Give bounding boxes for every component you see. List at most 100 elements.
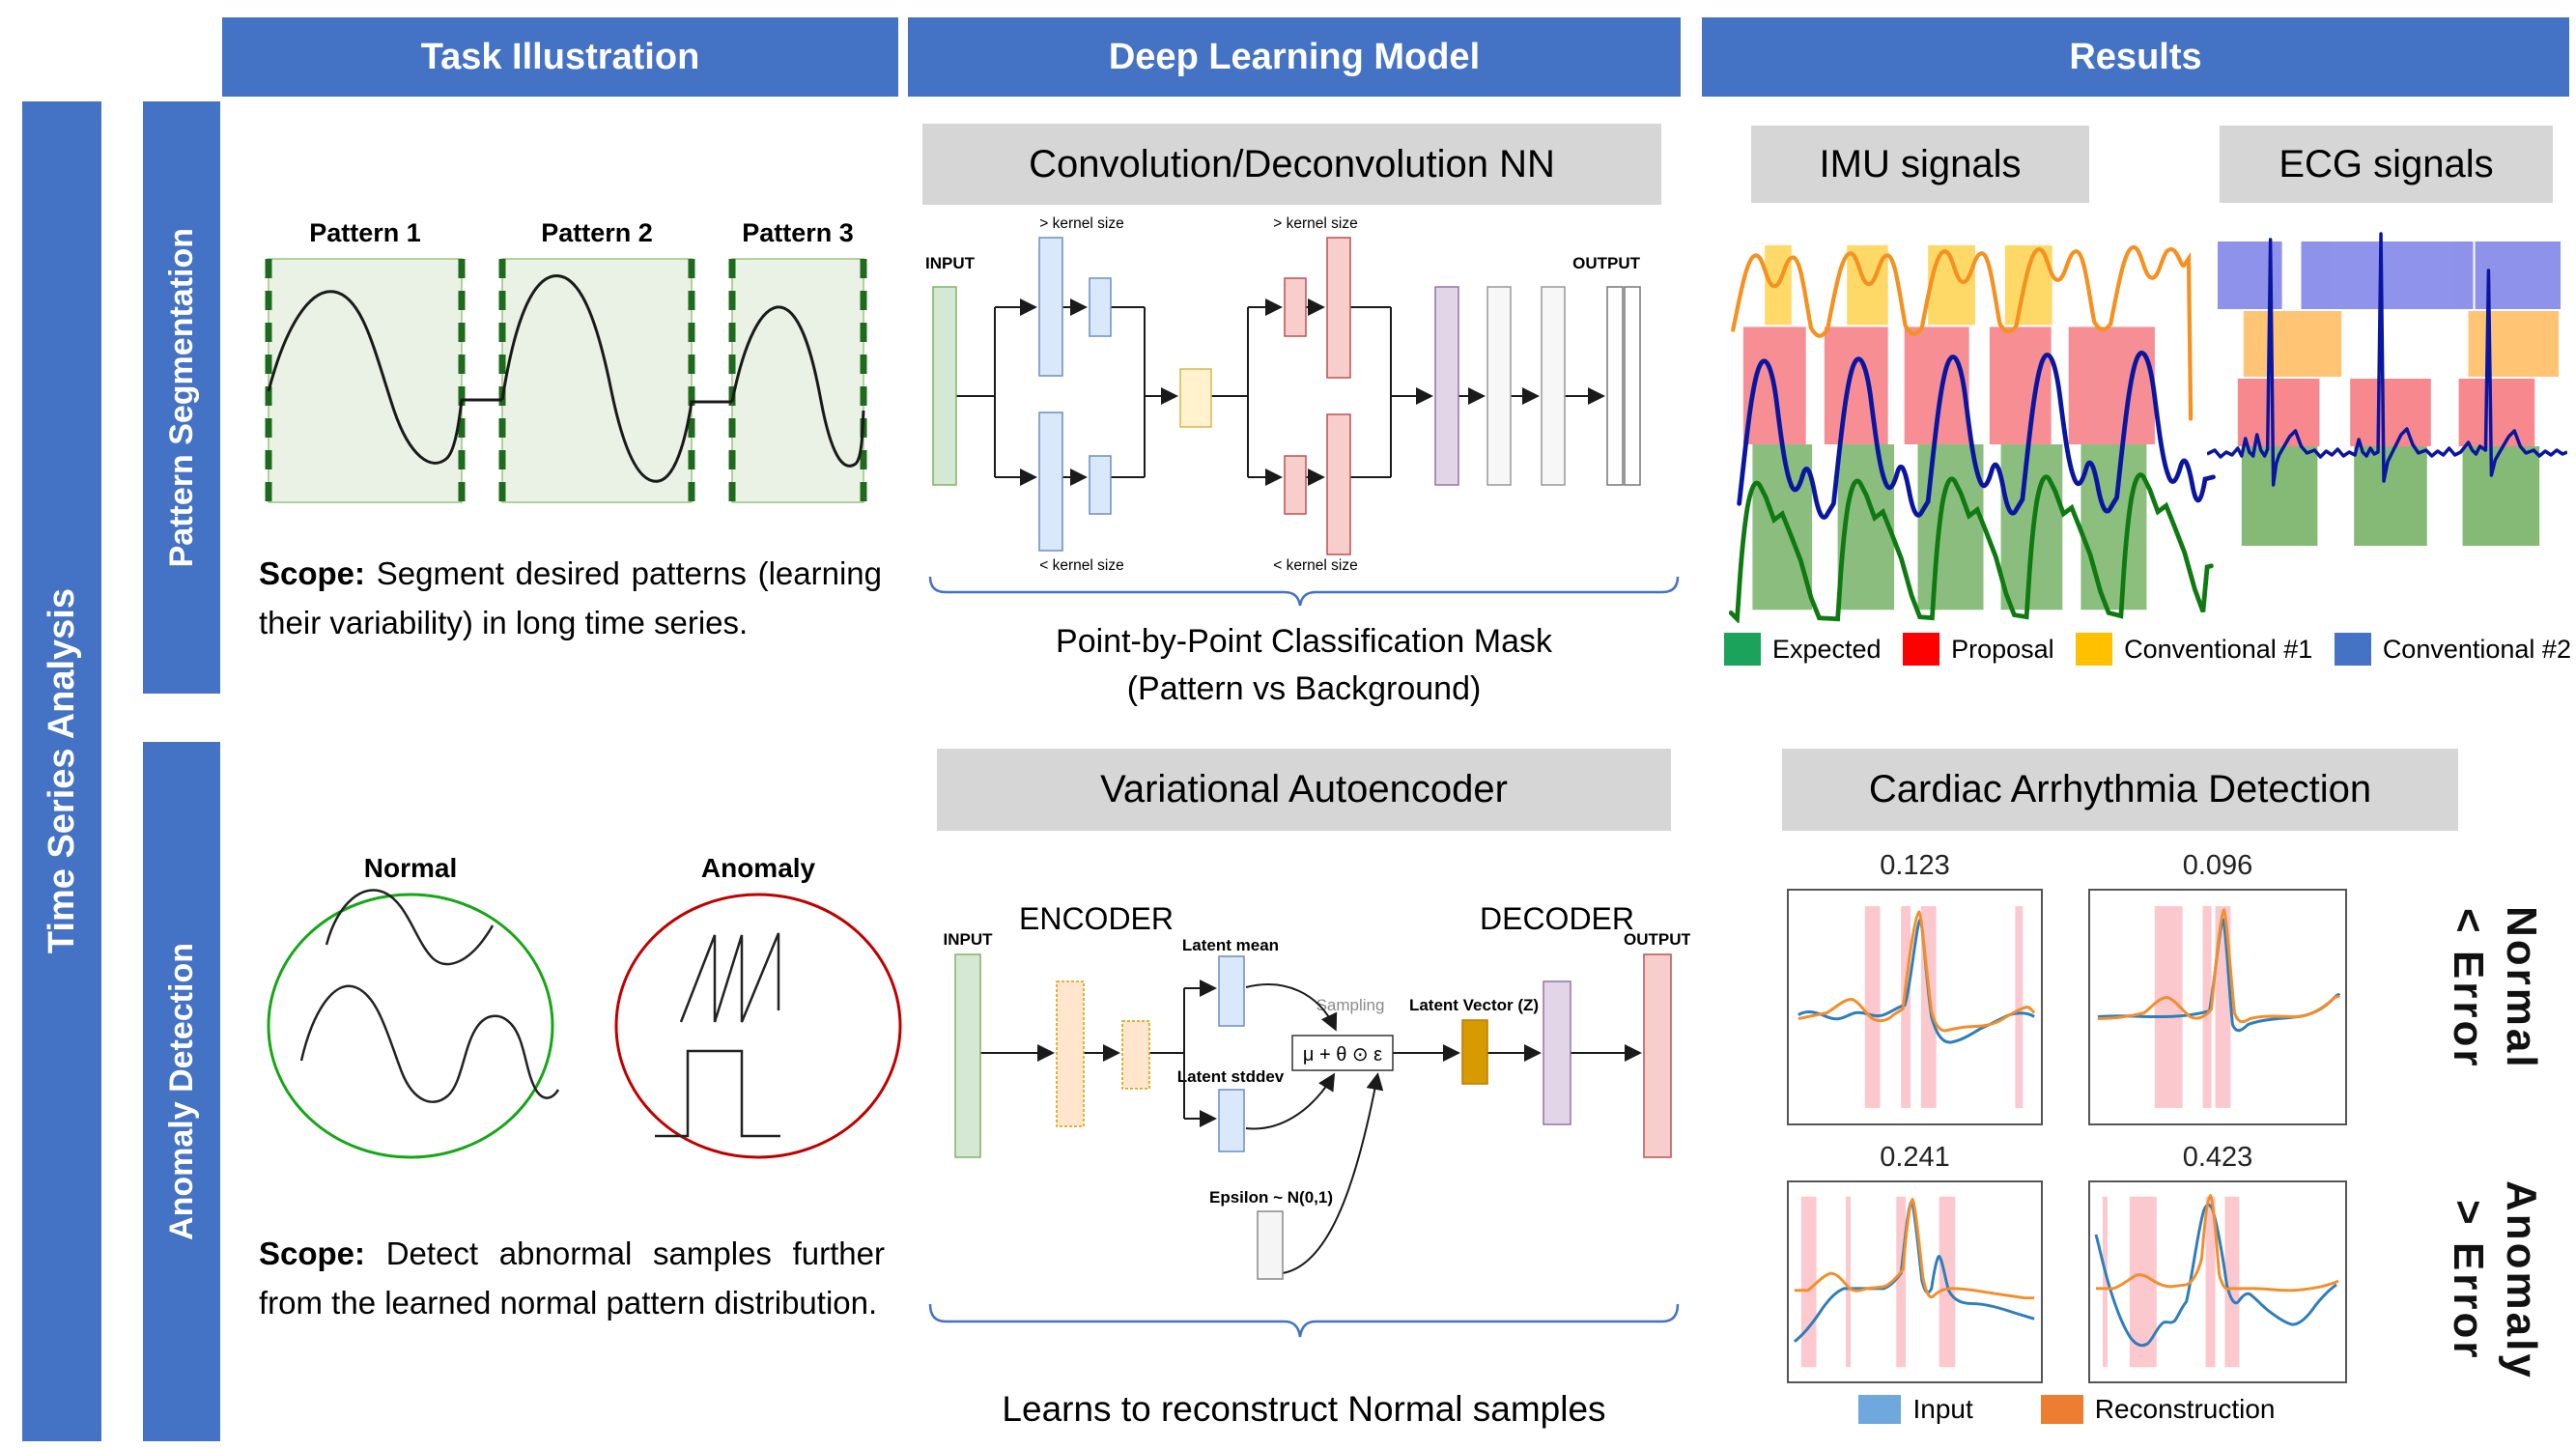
imu-proposal-bands [1742, 327, 2155, 444]
vae-latent-mean-layer [1218, 955, 1245, 1027]
cnn-input-label: INPUT [925, 254, 976, 272]
cardiac-error-value-1: 0.123 [1880, 850, 1950, 881]
anomaly-circle [614, 893, 902, 1159]
cnn-output-layer [1606, 286, 1624, 486]
vae-output-layer [1643, 953, 1672, 1158]
pattern-boxes [265, 258, 867, 503]
vae-connectors [980, 980, 1642, 1274]
cnn-deconv-layer [1284, 277, 1307, 337]
vae-input-label: INPUT [944, 930, 994, 949]
sidebar-anomaly-detection: Anomaly Detection [143, 742, 220, 1441]
cnn-kernel-gt-label-1: > kernel size [1039, 215, 1123, 232]
cardiac-legend: Input Reconstruction [1787, 1394, 2347, 1425]
scope2-text: Detect abnormal samples further from the… [259, 1236, 885, 1321]
cnn-kernel-gt-label-2: > kernel size [1273, 215, 1357, 232]
ecg-trace [2207, 232, 2567, 487]
ecg-conventional2-bands [2217, 242, 2562, 309]
cardiac-plot1-reconstruction-trace [1798, 910, 2036, 1033]
anomaly-illustration: Normal Anomaly [267, 853, 902, 1159]
legend-item-conventional2: Conventional #2 [2334, 633, 2571, 666]
cnn-conv-layer [1038, 412, 1063, 552]
vae-latent-mean-label: Latent mean [1182, 936, 1279, 954]
cardiac-title: Cardiac Arrhythmia Detection [1782, 749, 2458, 831]
cnn-deconv-layer [1326, 237, 1351, 379]
cardiac-error-value-2: 0.096 [2182, 850, 2253, 881]
normal-label: Normal [364, 853, 457, 883]
cnn-deconv-layer [1284, 455, 1307, 515]
cnn-conv-layer [1038, 237, 1063, 377]
imu-blue-signal [1737, 350, 2216, 520]
cnn-kernel-lt-label-2: < kernel size [1273, 557, 1357, 574]
sidebar-pattern-segmentation: Pattern Segmentation [143, 101, 220, 694]
legend-item-expected: Expected [1724, 633, 1882, 666]
normal-error-line1: Normal [2498, 906, 2545, 1070]
cnn-title: Convolution/Deconvolution NN [922, 124, 1661, 205]
ecg-signals-plot [2207, 232, 2567, 546]
scope-pattern-segmentation: Scope: Segment desired patterns (learnin… [259, 549, 882, 647]
cnn-conv-layer [1089, 277, 1112, 337]
cnn-brace [928, 576, 1680, 607]
cnn-connectors [956, 298, 1605, 486]
cnn-conv-layer [1089, 455, 1112, 515]
sidebar-time-series-analysis: Time Series Analysis [22, 101, 101, 1441]
vae-title: Variational Autoencoder [937, 749, 1671, 831]
legend-item-proposal: Proposal [1903, 633, 2054, 666]
legend-item-input: Input [1858, 1394, 1973, 1425]
vae-latent-vector-label: Latent Vector (Z) [1409, 996, 1539, 1014]
scope-anomaly-detection: Scope: Detect abnormal samples further f… [259, 1229, 885, 1327]
column-header-deep-learning-model: Deep Learning Model [908, 17, 1681, 97]
vae-sampling-label: Sampling [1316, 996, 1385, 1014]
proposal-label: Proposal [1951, 634, 2054, 664]
vae-encoder-layer [1056, 980, 1085, 1127]
expected-swatch [1724, 633, 1761, 666]
anomaly-error-label: Anomaly > Error [2442, 1180, 2548, 1380]
ecg-expected-bands [2241, 446, 2540, 546]
cnn-dense-layer [1486, 286, 1512, 486]
normal-waves [299, 889, 560, 1103]
input-swatch [1858, 1395, 1902, 1424]
column-header-task-illustration: Task Illustration [222, 17, 898, 97]
vae-latent-stddev-label: Latent stddev [1177, 1067, 1285, 1086]
vae-latent-vector-layer [1461, 1019, 1488, 1085]
cardiac-plot-normal-2 [2088, 889, 2347, 1125]
cardiac-plot1-input-trace [1798, 918, 2035, 1044]
imu-signals-title: IMU signals [1751, 126, 2089, 203]
expected-label: Expected [1772, 634, 1882, 664]
vae-brace [928, 1303, 1680, 1338]
cardiac-plot4-bands [2102, 1196, 2240, 1368]
cnn-caption: Point-by-Point Classification Mask (Patt… [918, 623, 1690, 708]
conventional1-label: Conventional #1 [2124, 634, 2313, 664]
anomaly-label: Anomaly [701, 853, 816, 883]
vae-encoder-layer [1121, 1020, 1150, 1090]
cardiac-plot2-reconstruction-trace [2097, 907, 2341, 1024]
vae-layers [954, 953, 1672, 1280]
vae-epsilon-label: Epsilon ~ N(0,1) [1209, 1188, 1333, 1207]
vae-sampling-formula: μ + θ ⊙ ε [1303, 1044, 1382, 1065]
segmentation-legend: Expected Proposal Conventional #1 Conven… [1724, 628, 2571, 670]
cardiac-plot1-bands [1864, 906, 2024, 1108]
vae-input-layer [954, 953, 981, 1158]
pattern-segmentation-illustration: Pattern 1 Pattern 2 Pattern 3 [265, 218, 867, 503]
cnn-dense-layer [1434, 286, 1459, 486]
cnn-output-label: OUTPUT [1572, 254, 1641, 272]
cardiac-plot-anomaly-2 [2088, 1180, 2347, 1383]
anomaly-error-line2: > Error [2445, 1200, 2492, 1361]
cnn-deconv-layer [1326, 413, 1351, 555]
ecg-conventional1-bands [2243, 311, 2560, 377]
cnn-caption-line2: (Pattern vs Background) [1126, 670, 1482, 707]
normal-error-label: Normal < Error [2442, 906, 2548, 1070]
ecg-proposal-bands [2237, 379, 2535, 446]
vae-caption: Learns to reconstruct Normal samples [1002, 1389, 1606, 1429]
vae-epsilon-layer [1257, 1210, 1284, 1280]
imu-green-signal [1729, 472, 2214, 623]
cnn-caption-line1: Point-by-Point Classification Mask [1056, 623, 1552, 660]
scope1-text: Segment desired patterns (learning their… [259, 555, 882, 641]
vae-sampling-box [1291, 1035, 1394, 1071]
cardiac-plot4-reconstruction-trace [2095, 1193, 2339, 1293]
cardiac-plot3-input-trace [1793, 1199, 2035, 1343]
cnn-layers [932, 237, 1641, 555]
pattern-waveform [267, 274, 865, 483]
cardiac-plot3-reconstruction-trace [1794, 1197, 2035, 1300]
vae-latent-stddev-layer [1218, 1089, 1245, 1152]
